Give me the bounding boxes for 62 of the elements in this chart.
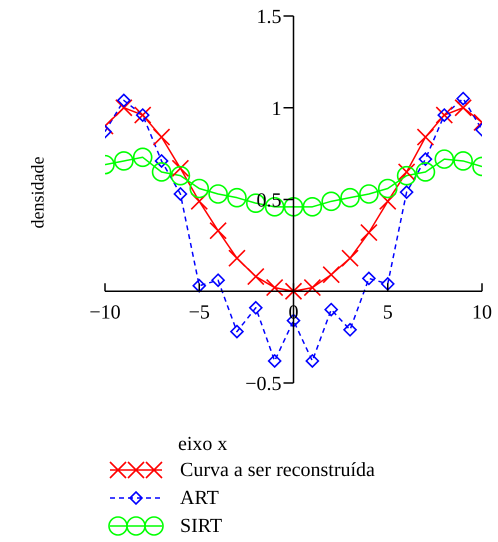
point [115, 98, 133, 117]
point [302, 197, 322, 217]
point [304, 278, 322, 296]
point [343, 322, 357, 337]
point [189, 178, 210, 198]
point [174, 187, 188, 201]
point [114, 151, 134, 171]
x-axis-title: eixo x [178, 433, 228, 456]
point [190, 192, 208, 210]
x-tick-label: 5 [382, 301, 393, 324]
point [434, 149, 454, 169]
point [322, 266, 340, 284]
point [152, 128, 170, 146]
point [172, 160, 190, 178]
legend-label: SIRT [180, 514, 222, 538]
point [321, 192, 341, 212]
point [456, 92, 470, 106]
x-tick-label: −5 [188, 301, 210, 324]
point [209, 222, 227, 240]
point [380, 277, 395, 291]
y-axis-title: densidade [28, 156, 48, 228]
point [211, 273, 225, 288]
point [362, 272, 376, 286]
point [418, 152, 432, 166]
y-tick-label: 1 [272, 98, 282, 120]
point [170, 166, 190, 186]
point [340, 188, 360, 208]
point [284, 197, 304, 217]
point [454, 98, 472, 117]
legend-label: Curva a ser reconstruída [180, 458, 375, 482]
point [284, 282, 302, 300]
point [227, 188, 247, 208]
point [396, 166, 416, 186]
x-tick-label: 10 [472, 301, 492, 324]
point [360, 224, 378, 242]
point [359, 184, 379, 204]
point [306, 354, 320, 368]
point [208, 184, 228, 204]
point [152, 162, 172, 182]
point [378, 192, 397, 210]
point [247, 268, 265, 286]
point [228, 249, 246, 268]
point [192, 278, 206, 293]
y-tick-label: 1.5 [256, 6, 282, 28]
point [398, 163, 416, 181]
point [453, 151, 473, 171]
point [324, 302, 338, 316]
point [268, 354, 282, 368]
point [416, 128, 434, 146]
x-tick-label: −10 [89, 301, 121, 324]
point [400, 185, 414, 199]
point [132, 147, 152, 168]
point [154, 154, 168, 168]
y-tick-label: −0.5 [245, 373, 282, 395]
point [416, 162, 436, 182]
point [230, 324, 244, 338]
point [341, 249, 359, 268]
legend-label: ART [180, 486, 219, 510]
point [378, 178, 398, 198]
point [117, 94, 131, 108]
point [249, 300, 263, 315]
point [266, 278, 284, 296]
